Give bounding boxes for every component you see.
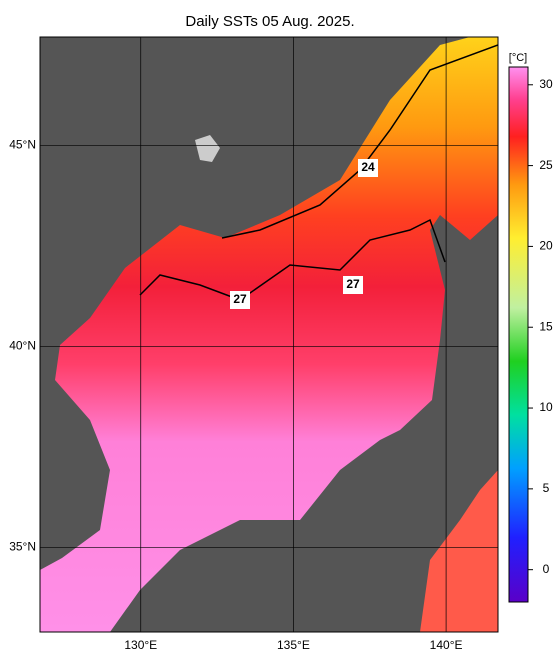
colorbar-tick-label: 10 [539, 400, 553, 414]
contour-label: 27 [233, 292, 247, 306]
x-tick-label: 130°E [124, 638, 157, 652]
map-area [40, 37, 498, 632]
contour-label-box [358, 159, 378, 177]
colorbar-tick-label: 0 [543, 562, 550, 576]
map-title: Daily SSTs 05 Aug. 2025. [185, 13, 354, 30]
colorbar-tick-label: 5 [543, 481, 550, 495]
colorbar-tick-label: 30 [539, 77, 553, 91]
y-tick-label: 40°N [9, 339, 36, 353]
sea-pacific [420, 470, 498, 632]
colorbar-tick-label: 20 [539, 239, 553, 253]
contour-27 [139, 218, 446, 301]
y-tick-label: 35°N [9, 540, 36, 554]
colorbar-tick-label: 15 [539, 319, 553, 333]
x-tick-label: 135°E [277, 638, 310, 652]
contour-label-box [230, 291, 250, 309]
contour-label: 27 [346, 277, 360, 291]
island [195, 135, 220, 162]
colorbar [508, 66, 529, 603]
map-frame [39, 36, 499, 633]
x-tick-label: 140°E [430, 638, 463, 652]
y-tick-label: 45°N [9, 138, 36, 152]
colorbar-unit: [°C] [509, 52, 527, 64]
colorbar-tick-label: 25 [539, 158, 553, 172]
sea [40, 37, 498, 632]
contour-label: 24 [361, 160, 375, 174]
contour-label-box [343, 276, 363, 294]
